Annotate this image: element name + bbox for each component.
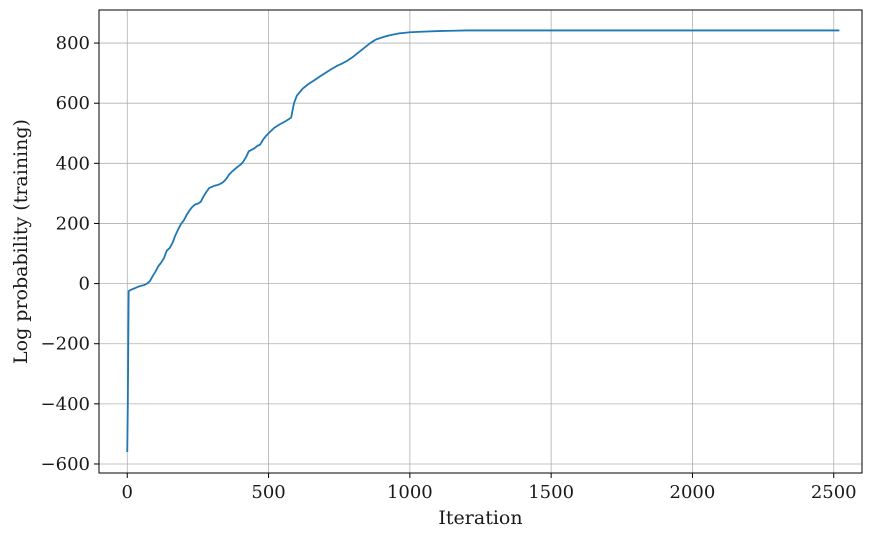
plot-frame <box>98 9 863 474</box>
y-tick-label: 400 <box>56 153 90 174</box>
y-tick-label: −400 <box>41 394 90 415</box>
y-tick-label: −600 <box>41 454 90 475</box>
y-tick-label: 800 <box>56 33 90 54</box>
x-tick-label: 2000 <box>670 482 716 503</box>
y-axis-label: Log probability (training) <box>10 119 32 364</box>
x-tick-label: 1000 <box>387 482 433 503</box>
grid <box>99 10 862 473</box>
y-tick-label: −200 <box>41 334 90 355</box>
x-tick-label: 2500 <box>811 482 857 503</box>
series-line <box>126 29 840 452</box>
y-tick-label: 200 <box>56 213 90 234</box>
series-layer <box>126 29 840 452</box>
y-tick-label: 0 <box>79 274 90 295</box>
y-tick-label: 600 <box>56 93 90 114</box>
x-axis-label: Iteration <box>438 507 522 529</box>
x-tick-label: 0 <box>122 482 133 503</box>
ticks: 0 500 1000 1500 2000 2500 −600 −400 −200 0 200 400 6… <box>41 33 857 503</box>
x-tick-label: 500 <box>251 482 285 503</box>
x-tick-label: 1500 <box>528 482 574 503</box>
